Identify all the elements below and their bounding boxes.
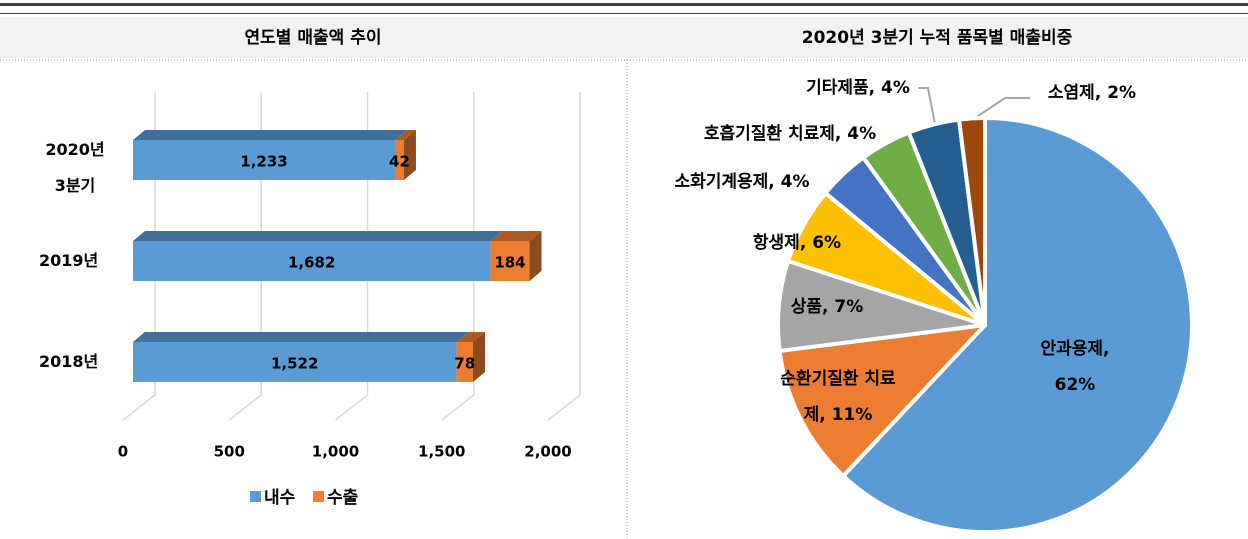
- bar-segment: [133, 130, 408, 180]
- data-label-box: 호흡기질환 치료제, 4%: [703, 124, 877, 144]
- data-label-box: 상품, 7%: [790, 297, 864, 317]
- legend-label: 내수: [264, 488, 296, 508]
- top-border: [0, 3, 1248, 6]
- legend-swatch: [313, 491, 324, 502]
- y-tick-label-box: 2020년 3분기: [45, 140, 105, 195]
- bar-side: [403, 130, 416, 180]
- data-label-box: 순환기질환 치료제, 11%: [780, 369, 896, 425]
- bar-segment: [133, 231, 503, 281]
- data-label: 78: [454, 355, 475, 373]
- x-tick-label: 0: [118, 443, 128, 461]
- bar-top: [133, 332, 469, 342]
- data-label-box: 소염제, 2%: [1047, 83, 1137, 103]
- pie-slice: [957, 116, 987, 327]
- bar-front: [490, 241, 530, 281]
- data-label: 안과용제, 62%: [1040, 339, 1110, 395]
- bar-segment: [490, 231, 542, 281]
- top-border-thin: [0, 13, 1248, 14]
- leader-line: [918, 87, 936, 125]
- data-label: 1,682: [288, 254, 335, 272]
- pie-slice: [841, 116, 1194, 534]
- bar-top: [133, 130, 408, 140]
- x-tick-label: 1,500: [418, 443, 465, 461]
- chart-title: 2020년 3분기 누적 품목별 매출비중: [802, 28, 1073, 48]
- grid-line: [441, 92, 475, 421]
- data-label: 1,522: [271, 355, 318, 373]
- data-label: 소화기계용제, 4%: [674, 172, 810, 192]
- x-tick-label: 500: [214, 443, 245, 461]
- y-tick-label-box: 2018년: [39, 352, 99, 371]
- bar-front: [456, 342, 473, 382]
- data-label: 상품, 7%: [790, 297, 864, 317]
- data-label: 항생제, 6%: [752, 233, 842, 253]
- bar-segment: [395, 130, 416, 180]
- grid-line: [335, 92, 369, 421]
- bar-front: [133, 241, 491, 281]
- data-label: 호흡기질환 치료제, 4%: [703, 124, 877, 144]
- data-label: 순환기질환 치료제, 11%: [780, 369, 896, 425]
- y-tick-label-box: 2019년: [39, 251, 99, 270]
- data-label-box: 항생제, 6%: [752, 233, 842, 253]
- data-label-box: 소화기계용제, 4%: [674, 172, 810, 192]
- chart-title: 연도별 매출액 추이: [245, 28, 382, 48]
- legend-swatch: [250, 491, 261, 502]
- bar-side: [473, 332, 485, 382]
- data-label: 1,233: [240, 153, 287, 171]
- bar-top: [490, 231, 542, 241]
- data-label: 소염제, 2%: [1047, 83, 1137, 103]
- grid-line: [547, 92, 581, 421]
- header-band: [0, 17, 1248, 58]
- legend-label: 수출: [327, 488, 359, 508]
- bar-top: [456, 332, 485, 342]
- grid-line: [122, 92, 156, 421]
- x-tick-label: 2,000: [524, 443, 571, 461]
- data-label: 기타제품, 4%: [806, 78, 910, 98]
- y-tick-label: 2019년: [39, 251, 99, 270]
- bar-segment: [456, 332, 485, 382]
- data-label-box: 안과용제, 62%: [1040, 339, 1110, 395]
- bar-top: [395, 130, 416, 140]
- bar-side: [529, 231, 542, 281]
- pie-slice: [777, 323, 987, 478]
- bar-segment: [133, 332, 469, 382]
- data-label: 42: [389, 153, 410, 171]
- bar-front: [133, 140, 396, 180]
- data-label: 184: [494, 254, 525, 272]
- y-tick-label: 2018년: [39, 352, 99, 371]
- data-label-box: 기타제품, 4%: [806, 78, 910, 98]
- bar-front: [395, 140, 404, 180]
- x-tick-label: 1,000: [312, 443, 359, 461]
- grid-line: [228, 92, 262, 421]
- leader-line: [974, 97, 1030, 119]
- bar-top: [133, 231, 503, 241]
- bar-front: [133, 342, 457, 382]
- y-tick-label: 2020년 3분기: [45, 140, 105, 195]
